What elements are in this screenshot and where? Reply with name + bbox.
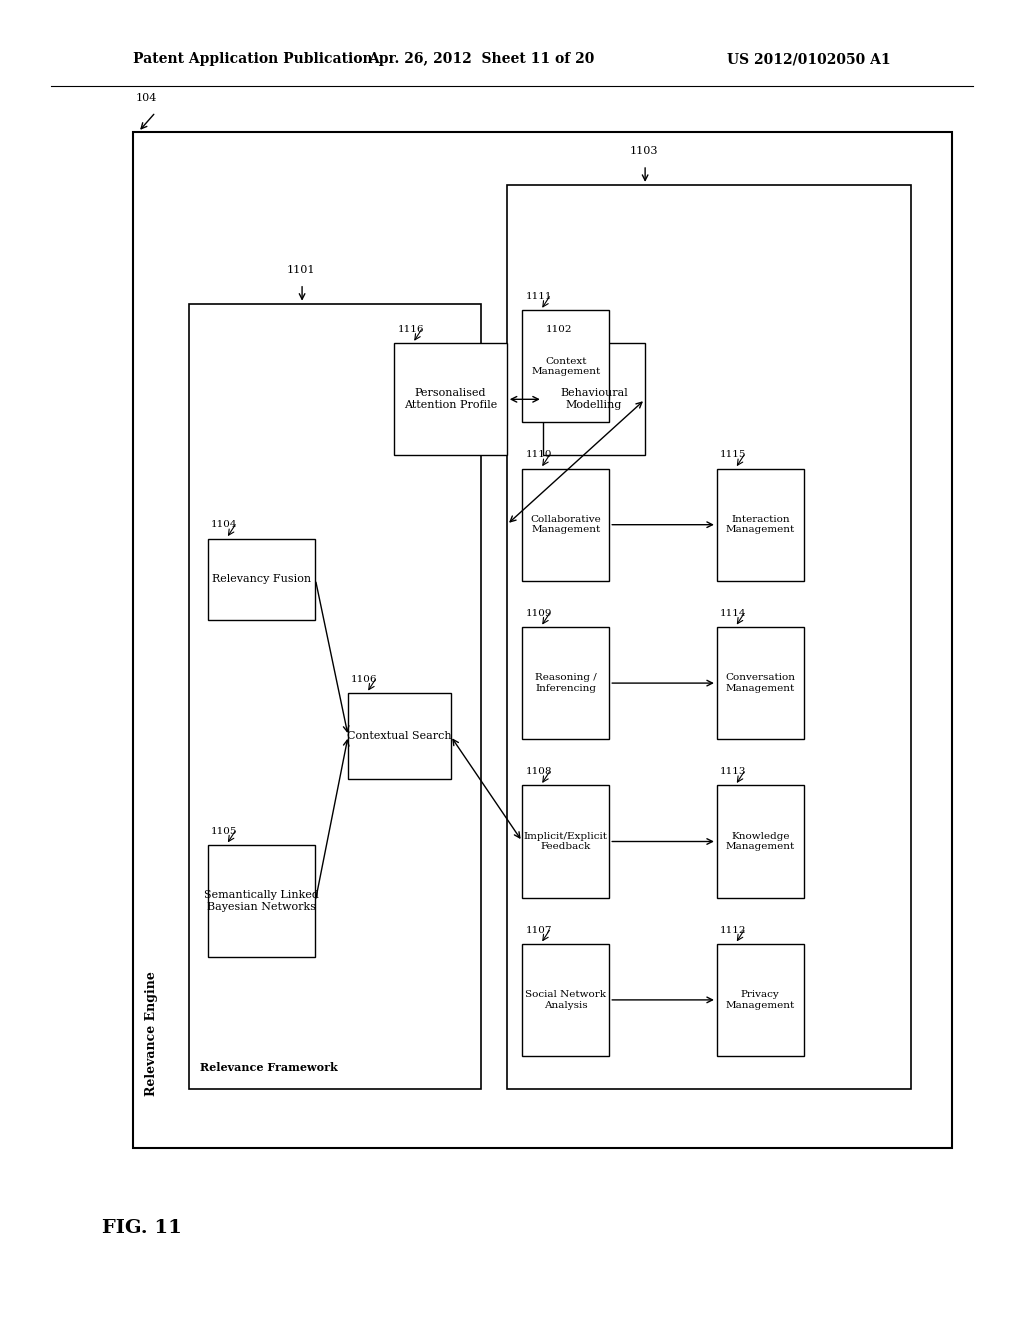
- Text: 1106: 1106: [351, 675, 378, 684]
- Text: Contextual Search: Contextual Search: [347, 731, 452, 741]
- Text: US 2012/0102050 A1: US 2012/0102050 A1: [727, 53, 891, 66]
- Bar: [348, 693, 451, 779]
- Text: Social Network
Analysis: Social Network Analysis: [525, 990, 606, 1010]
- Text: Privacy
Management: Privacy Management: [726, 990, 795, 1010]
- Bar: [189, 304, 481, 1089]
- Bar: [717, 785, 804, 898]
- Bar: [522, 469, 609, 581]
- Text: Behavioural
Modelling: Behavioural Modelling: [560, 388, 628, 411]
- Text: Context
Management: Context Management: [531, 356, 600, 376]
- Bar: [507, 185, 911, 1089]
- Text: 1112: 1112: [720, 925, 746, 935]
- Text: 1107: 1107: [525, 925, 552, 935]
- Text: Knowledge
Management: Knowledge Management: [726, 832, 795, 851]
- Bar: [208, 539, 315, 620]
- Bar: [717, 944, 804, 1056]
- Text: Apr. 26, 2012  Sheet 11 of 20: Apr. 26, 2012 Sheet 11 of 20: [368, 53, 595, 66]
- Text: 1103: 1103: [630, 145, 658, 156]
- Text: Relevance Engine: Relevance Engine: [145, 970, 158, 1096]
- Text: 1101: 1101: [287, 264, 315, 275]
- Bar: [522, 785, 609, 898]
- Text: Conversation
Management: Conversation Management: [725, 673, 796, 693]
- Text: 1108: 1108: [525, 767, 552, 776]
- Text: Relevance Framework: Relevance Framework: [200, 1063, 338, 1073]
- Text: Relevancy Fusion: Relevancy Fusion: [212, 574, 311, 585]
- Bar: [208, 845, 315, 957]
- Text: 1113: 1113: [720, 767, 746, 776]
- Text: Collaborative
Management: Collaborative Management: [530, 515, 601, 535]
- Bar: [133, 132, 952, 1148]
- Text: 1105: 1105: [211, 826, 238, 836]
- Text: 1110: 1110: [525, 450, 552, 459]
- Text: Reasoning /
Inferencing: Reasoning / Inferencing: [535, 673, 597, 693]
- Text: 1102: 1102: [546, 325, 572, 334]
- Text: 1111: 1111: [525, 292, 552, 301]
- Text: Implicit/Explicit
Feedback: Implicit/Explicit Feedback: [523, 832, 608, 851]
- Text: 1116: 1116: [397, 325, 424, 334]
- Text: 104: 104: [135, 92, 157, 103]
- Bar: [543, 343, 645, 455]
- Text: 1109: 1109: [525, 609, 552, 618]
- Text: 1115: 1115: [720, 450, 746, 459]
- Bar: [522, 310, 609, 422]
- Bar: [522, 627, 609, 739]
- Bar: [522, 944, 609, 1056]
- Bar: [717, 627, 804, 739]
- Text: Personalised
Attention Profile: Personalised Attention Profile: [403, 388, 498, 411]
- Bar: [717, 469, 804, 581]
- Text: 1104: 1104: [211, 520, 238, 529]
- Text: 1114: 1114: [720, 609, 746, 618]
- Text: Patent Application Publication: Patent Application Publication: [133, 53, 373, 66]
- Bar: [394, 343, 507, 455]
- Text: FIG. 11: FIG. 11: [102, 1218, 182, 1237]
- Text: Interaction
Management: Interaction Management: [726, 515, 795, 535]
- Text: Semantically Linked
Bayesian Networks: Semantically Linked Bayesian Networks: [204, 890, 319, 912]
